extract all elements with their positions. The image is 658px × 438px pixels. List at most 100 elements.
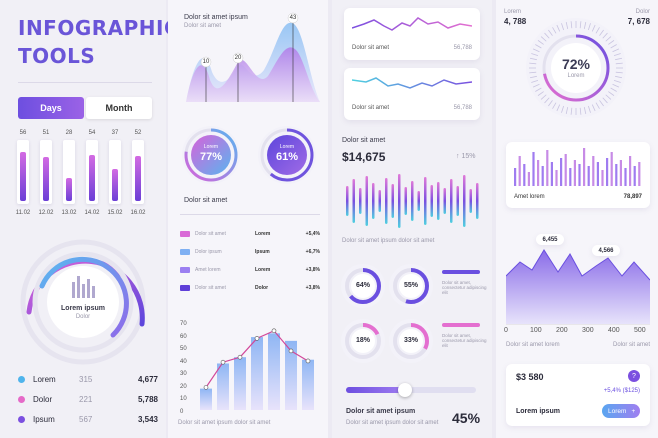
bar-track [86, 140, 98, 204]
tab-days[interactable]: Days [18, 97, 84, 119]
x-tick: 300 [582, 327, 594, 334]
money-label: Dolor sit amet [342, 137, 386, 144]
line-card-1-title: Dolor sit amet [352, 45, 390, 51]
chart-point [220, 359, 226, 365]
top-left-label: Lorem [504, 9, 522, 15]
y-tick: 40 [180, 358, 187, 365]
bar-date-label: 15.02 [107, 210, 123, 216]
table-row: Dolor ipsum Ipsum +6,7% [180, 246, 320, 258]
pill-bar [359, 188, 362, 214]
donut-arc [393, 323, 429, 359]
tab-month[interactable]: Month [86, 97, 152, 119]
row-swatch [180, 249, 190, 255]
row-text: Dolor ipsum [195, 249, 222, 255]
bar-value-label: 54 [88, 130, 96, 136]
gauge-label: Lorem [567, 73, 585, 79]
donut-arc [345, 268, 381, 304]
y-tick: 70 [180, 321, 187, 327]
subheader-text: Dolor sit amet [184, 23, 222, 29]
ring-chart [20, 239, 146, 365]
bar-value-label: 37 [111, 130, 119, 136]
slider-value: 45% [452, 410, 481, 426]
pill-bar [424, 177, 427, 225]
mini-bar [629, 156, 632, 186]
mini-bar [610, 152, 613, 186]
small-donut-value: 64% [355, 282, 370, 289]
mini-bar [633, 166, 636, 186]
chart-point [237, 354, 243, 360]
top-right-label: Dolor [635, 9, 650, 15]
row-key: Ipsum [255, 249, 270, 255]
row-swatch [180, 231, 190, 237]
pill-bar [372, 183, 375, 219]
legend-count: 221 [79, 394, 93, 404]
line-card-1: Dolor sit amet 56,788 [344, 8, 480, 60]
note-text-2: Dolor sit amet, consectetur adipiscing e… [442, 333, 487, 348]
chart-bar [302, 359, 314, 410]
row-value: +3,8% [305, 285, 320, 291]
y-tick: 20 [180, 383, 187, 390]
small-donut-value: 33% [403, 337, 418, 344]
bar-track [132, 140, 144, 204]
bar-fill [89, 155, 95, 201]
row-text: Amet lorem [195, 267, 221, 273]
legend-total: 4,677 [137, 374, 158, 384]
mini-bar [560, 158, 563, 186]
bars-caption: Dolor sit amet ipsum dolor sit amet [342, 238, 435, 244]
donut-arc [393, 268, 429, 304]
small-donut-value: 55% [403, 282, 418, 289]
chart-bar [234, 357, 246, 410]
lorem-button[interactable]: Lorem + [602, 404, 640, 418]
peak-label-3: 43 [289, 15, 297, 21]
pill-bar [476, 183, 479, 219]
chart-bar [200, 388, 212, 410]
donut-61 [258, 126, 316, 184]
mini-bar [527, 172, 530, 186]
mini-bar [569, 168, 572, 186]
row-key: Lorem [255, 267, 271, 273]
mini-bar [587, 166, 590, 186]
small-donut [389, 264, 433, 308]
y-tick: 10 [180, 396, 187, 402]
small-donut [389, 319, 433, 363]
table-row: Dolor sit amet Lorem +5,4% [180, 228, 320, 240]
donut-61-value: 61% [275, 151, 299, 163]
chart-bar [268, 333, 280, 410]
y-tick: 50 [180, 346, 187, 352]
mini-bar [578, 164, 581, 186]
row-value: +6,7% [305, 249, 320, 255]
ring-label: Lorem ipsum [61, 305, 105, 312]
mini-bar [592, 156, 595, 186]
column-4: Lorem 4, 788 Dolor 7, 678 72% Lorem Amet… [496, 0, 658, 438]
chart-bar [251, 337, 263, 410]
row-key: Dolor [255, 285, 269, 291]
page-title-line1: INFOGRAPHIC [18, 16, 180, 40]
slider-thumb[interactable] [397, 383, 412, 397]
help-icon[interactable]: ? [628, 370, 640, 382]
bar-value-label: 51 [42, 130, 50, 136]
legend-name: Dolor [33, 394, 53, 404]
column-2: Dolor sit amet ipsum Dolor sit amet 10 2… [168, 0, 328, 438]
pill-bar [398, 174, 401, 228]
row-text: Dolor sit amet [195, 231, 226, 237]
divider [18, 82, 152, 83]
bar-fill [20, 152, 26, 201]
pill-bar [450, 179, 453, 223]
donut-caption: Dolor sit amet [184, 197, 228, 204]
pill-bar [443, 188, 446, 214]
x-tick: 100 [530, 327, 542, 334]
legend-row: Lorem 315 4,677 [18, 372, 158, 386]
slider-track[interactable] [346, 383, 476, 397]
donut-77 [182, 126, 240, 184]
page-title-line2: TOOLS [18, 44, 96, 68]
mini-bar [601, 170, 604, 186]
peak-label-2: 20 [234, 55, 242, 61]
row-swatch [180, 285, 190, 291]
mini-bar [555, 170, 558, 186]
price-label: Lorem ipsum [516, 408, 560, 415]
legend-dot [18, 395, 25, 403]
donut-77-label: Lorem [203, 144, 219, 150]
row-key: Lorem [255, 231, 271, 237]
small-donut-value: 18% [355, 337, 370, 344]
bar-date-label: 14.02 [84, 210, 100, 216]
